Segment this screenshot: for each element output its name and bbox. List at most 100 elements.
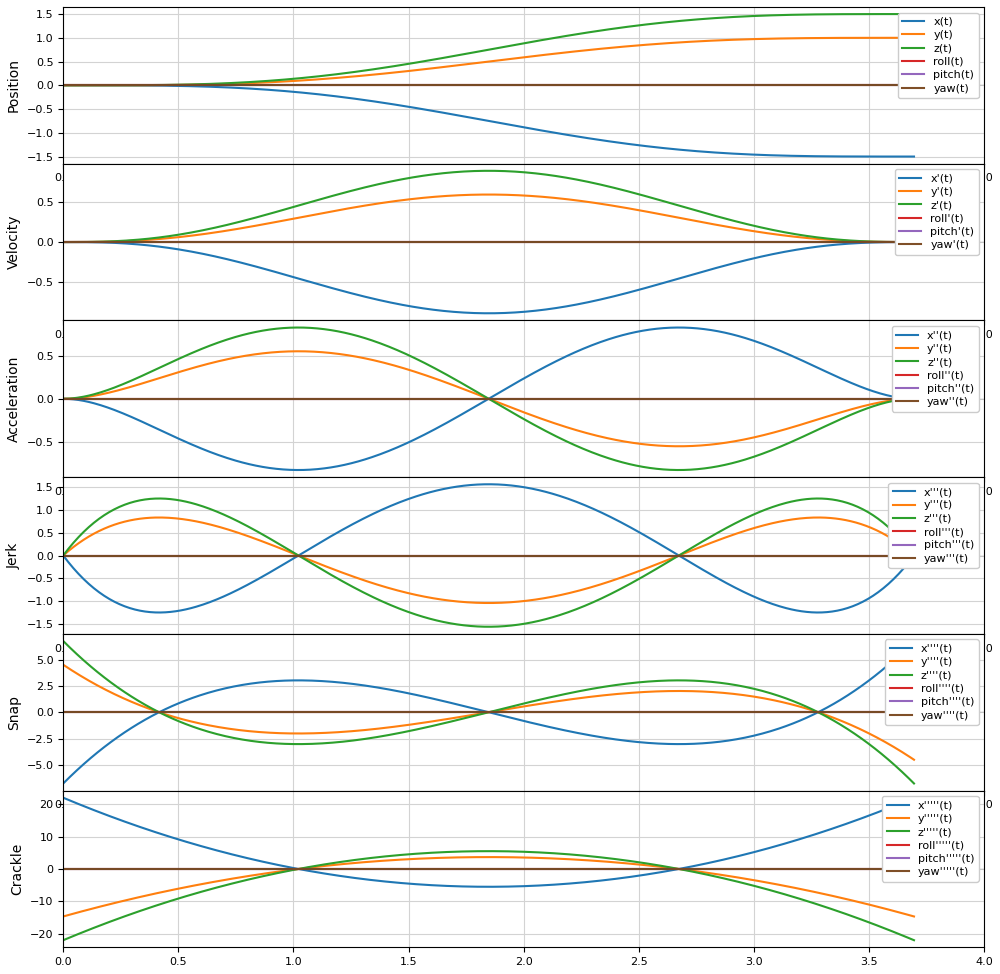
roll'''(t) — [888, 549, 900, 561]
z''(t) — [468, 385, 480, 396]
Line: x''''(t): x''''(t) — [63, 641, 914, 783]
y'''(t) — [483, 597, 495, 609]
pitch'''(t) — [755, 549, 767, 561]
pitch''''(t) — [57, 706, 69, 718]
Line: y'''(t): y'''(t) — [63, 517, 914, 603]
yaw'''''(t) — [888, 863, 900, 875]
yaw'''''(t) — [518, 863, 530, 875]
roll''(t) — [57, 393, 69, 404]
roll'(t) — [888, 237, 900, 248]
z'''''(t) — [889, 926, 901, 938]
pitch'''''(t) — [888, 863, 900, 875]
roll''''(t) — [466, 706, 478, 718]
x(t) — [908, 151, 920, 163]
z(t) — [518, 37, 530, 49]
yaw''''(t) — [466, 706, 478, 718]
z'''(t) — [57, 549, 69, 561]
yaw'''''(t) — [461, 863, 473, 875]
y(t) — [518, 52, 530, 63]
roll(t) — [755, 80, 767, 92]
roll''''(t) — [461, 706, 473, 718]
y'''''(t) — [519, 851, 531, 863]
pitch''''(t) — [466, 706, 478, 718]
roll'''(t) — [466, 549, 478, 561]
Line: x''(t): x''(t) — [63, 327, 914, 470]
pitch''(t) — [57, 393, 69, 404]
y''(t) — [57, 393, 69, 404]
z'''''(t) — [482, 845, 494, 857]
yaw'''(t) — [461, 549, 473, 561]
Y-axis label: Crackle: Crackle — [10, 843, 24, 895]
y'''(t) — [468, 597, 480, 609]
pitch''''(t) — [461, 706, 473, 718]
yaw'''''(t) — [57, 863, 69, 875]
y'''(t) — [567, 586, 579, 598]
y'''''(t) — [483, 851, 495, 863]
yaw(t) — [518, 80, 530, 92]
x'(t) — [756, 250, 768, 262]
z''''(t) — [466, 710, 478, 722]
yaw''(t) — [518, 393, 530, 404]
y''''(t) — [755, 692, 767, 703]
Y-axis label: Snap: Snap — [7, 694, 21, 730]
y(t) — [888, 32, 900, 44]
pitch'(t) — [908, 237, 920, 248]
y'''''(t) — [565, 853, 577, 865]
yaw(t) — [466, 80, 478, 92]
x'(t) — [466, 307, 478, 318]
y'''''(t) — [461, 851, 473, 863]
z'(t) — [519, 167, 531, 178]
roll''''(t) — [518, 706, 530, 718]
roll''(t) — [908, 393, 920, 404]
z'''(t) — [466, 620, 478, 632]
z''''(t) — [57, 635, 69, 647]
x'(t) — [461, 307, 473, 318]
pitch'(t) — [461, 237, 473, 248]
yaw(t) — [564, 80, 576, 92]
x'''(t) — [565, 494, 577, 506]
y'(t) — [565, 194, 577, 206]
x'''''(t) — [889, 800, 901, 811]
yaw'(t) — [564, 237, 576, 248]
roll'(t) — [564, 237, 576, 248]
yaw''''(t) — [57, 706, 69, 718]
x(t) — [57, 80, 69, 92]
y''(t) — [908, 393, 920, 404]
x''(t) — [463, 404, 475, 416]
pitch'(t) — [466, 237, 478, 248]
x(t) — [466, 112, 478, 124]
x'''''(t) — [482, 880, 494, 892]
x'''(t) — [466, 479, 478, 491]
pitch'(t) — [755, 237, 767, 248]
pitch(t) — [888, 80, 900, 92]
z'''(t) — [891, 530, 903, 542]
Legend: x''(t), y''(t), z''(t), roll''(t), pitch''(t), yaw''(t): x''(t), y''(t), z''(t), roll''(t), pitch… — [892, 326, 979, 412]
x''(t) — [468, 401, 480, 413]
yaw'(t) — [466, 237, 478, 248]
x'(t) — [889, 237, 901, 248]
yaw'''''(t) — [564, 863, 576, 875]
Line: x(t): x(t) — [63, 86, 914, 157]
pitch'''(t) — [564, 549, 576, 561]
pitch'''(t) — [466, 549, 478, 561]
pitch''(t) — [908, 393, 920, 404]
Y-axis label: Jerk: Jerk — [7, 543, 21, 569]
pitch'''(t) — [518, 549, 530, 561]
y''(t) — [463, 386, 475, 397]
y''''(t) — [466, 709, 478, 721]
x''''(t) — [755, 729, 767, 740]
roll'''''(t) — [755, 863, 767, 875]
z'''(t) — [519, 618, 531, 629]
pitch'(t) — [888, 237, 900, 248]
pitch''(t) — [888, 393, 900, 404]
pitch'''(t) — [908, 549, 920, 561]
y'(t) — [519, 190, 531, 202]
yaw''''(t) — [461, 706, 473, 718]
roll'(t) — [466, 237, 478, 248]
x'(t) — [519, 306, 531, 318]
yaw(t) — [888, 80, 900, 92]
roll(t) — [57, 80, 69, 92]
yaw''''(t) — [908, 706, 920, 718]
y''(t) — [468, 388, 480, 399]
z''''(t) — [908, 777, 920, 789]
